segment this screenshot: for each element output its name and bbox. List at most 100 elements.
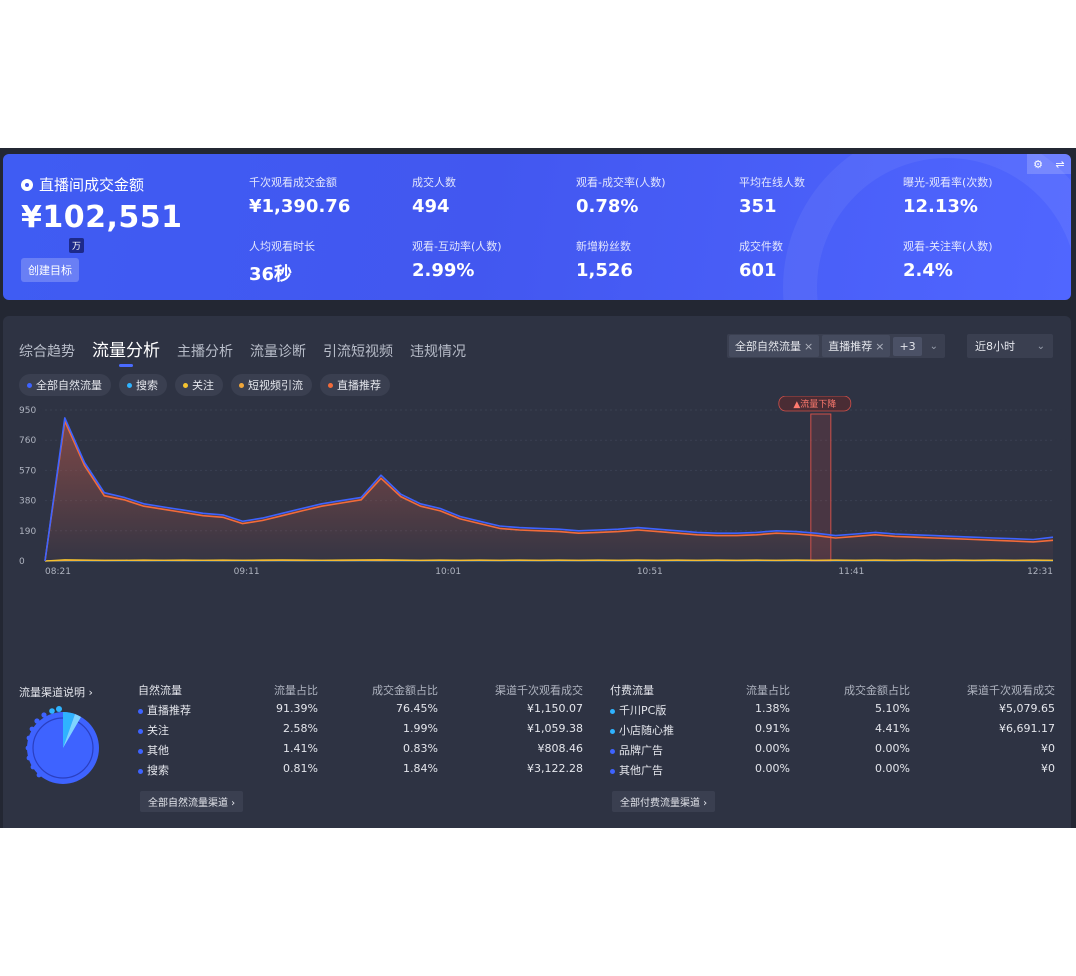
table-cell: 0.00%	[755, 742, 790, 755]
tab-4[interactable]: 引流短视频	[323, 344, 393, 360]
table-cell: 4.41%	[875, 722, 910, 735]
tab-3[interactable]: 流量诊断	[250, 344, 306, 360]
paid-traffic-table: 付费流量 流量占比 成交金额占比 渠道千次观看成交 千川PC版 1.38% 5.10% ¥5,…	[610, 682, 1055, 782]
legend-dot	[127, 382, 132, 388]
time-range-select[interactable]: 近8小时 ⌄	[967, 334, 1053, 358]
legend-item[interactable]: 全部自然流量	[19, 374, 111, 396]
metric-value: 2.99%	[412, 260, 475, 281]
tab-5[interactable]: 违规情况	[410, 344, 466, 360]
table-cell: 搜索	[138, 762, 169, 778]
table-cell: 91.39%	[276, 702, 318, 715]
row-dot	[610, 708, 615, 714]
column-header: 渠道千次观看成交	[495, 684, 583, 697]
metric-label: 人均观看时长	[249, 240, 315, 253]
tab-2[interactable]: 主播分析	[177, 344, 233, 360]
table-cell: 0.00%	[755, 762, 790, 775]
filter-chip-recommend[interactable]: 直播推荐 ×	[822, 335, 891, 357]
metric-label: 成交人数	[412, 176, 456, 189]
table-cell: 0.81%	[283, 762, 318, 775]
traffic-panel: 综合趋势 流量分析 主播分析 流量诊断 引流短视频 违规情况 全部自然流量 × 直播推荐 × …	[3, 316, 1071, 828]
metric-label: 曝光-观看率(次数)	[903, 176, 993, 189]
close-icon[interactable]: ×	[875, 340, 885, 353]
filter-more-count[interactable]: +3	[893, 336, 922, 356]
column-header: 成交金额占比	[372, 684, 438, 697]
tab-1[interactable]: 流量分析	[92, 336, 160, 367]
live-dashboard: 直播间成交金额 ¥102,551 万 创建目标 千次观看成交金额 ¥1,390.7…	[0, 148, 1076, 828]
natural-traffic-table: 自然流量 流量占比 成交金额占比 渠道千次观看成交 直播推荐 91.39% 76.45% ¥1…	[138, 682, 583, 782]
legend-label: 短视频引流	[248, 379, 303, 392]
table-cell: ¥1,150.07	[527, 702, 583, 715]
x-tick-label: 12:31	[1027, 567, 1053, 577]
gear-icon[interactable]: ⚙	[1027, 154, 1049, 174]
location-dot-icon	[21, 178, 33, 191]
metric-label: 观看-关注率(人数)	[903, 240, 993, 253]
table-row[interactable]: 千川PC版 1.38% 5.10% ¥5,079.65	[610, 702, 1055, 722]
metric-value: 351	[739, 196, 777, 217]
table-cell: 品牌广告	[610, 742, 663, 758]
metric-value: 0.78%	[576, 196, 639, 217]
tab-0[interactable]: 综合趋势	[19, 344, 75, 360]
x-tick-label: 10:51	[637, 567, 663, 577]
y-tick-label: 190	[19, 527, 36, 537]
legend-label: 搜索	[136, 379, 158, 392]
all-natural-channels-button[interactable]: 全部自然流量渠道 ›	[140, 791, 244, 812]
table-row[interactable]: 搜索 0.81% 1.84% ¥3,122.28	[138, 762, 583, 782]
legend-item[interactable]: 直播推荐	[320, 374, 390, 396]
time-range-value: 近8小时	[975, 340, 1015, 353]
legend-item[interactable]: 短视频引流	[231, 374, 312, 396]
swap-icon[interactable]: ⇌	[1049, 154, 1071, 174]
legend-dot	[328, 382, 333, 388]
series-line-1[interactable]	[44, 420, 1054, 562]
metric-value: 36秒	[249, 264, 293, 285]
table-row[interactable]: 其他 1.41% 0.83% ¥808.46	[138, 742, 583, 762]
series-line-2[interactable]	[44, 559, 1054, 562]
row-dot	[138, 728, 143, 734]
table-row[interactable]: 小店随心推 0.91% 4.41% ¥6,691.17	[610, 722, 1055, 742]
close-icon[interactable]: ×	[804, 340, 814, 353]
table-row[interactable]: 关注 2.58% 1.99% ¥1,059.38	[138, 722, 583, 742]
table-cell: 关注	[138, 722, 169, 738]
metric-card: 成交件数 601	[739, 238, 783, 281]
column-header: 付费流量	[610, 684, 654, 697]
table-row[interactable]: 其他广告 0.00% 0.00% ¥0	[610, 762, 1055, 782]
row-dot	[138, 708, 143, 714]
chart-legend: 全部自然流量 搜索 关注 短视频引流 直播推荐	[19, 374, 390, 396]
table-row[interactable]: 品牌广告 0.00% 0.00% ¥0	[610, 742, 1055, 762]
create-goal-button[interactable]: 创建目标	[21, 258, 79, 282]
metric-label: 成交件数	[739, 240, 783, 253]
channel-filter[interactable]: 全部自然流量 × 直播推荐 × +3 ⌄	[727, 334, 946, 358]
gmv-unit-badge[interactable]: 万	[69, 238, 85, 253]
table-cell: ¥0	[1041, 742, 1055, 755]
filter-chip-natural[interactable]: 全部自然流量 ×	[729, 335, 820, 357]
chevron-down-icon[interactable]: ⌄	[929, 340, 939, 352]
metric-card: 千次观看成交金额 ¥1,390.76	[249, 174, 350, 217]
metric-value: 1,526	[576, 260, 633, 281]
channel-explain-link[interactable]: 流量渠道说明 ›	[19, 686, 93, 699]
table-cell: 1.38%	[755, 702, 790, 715]
metric-card: 观看-互动率(人数) 2.99%	[412, 238, 502, 281]
legend-item[interactable]: 关注	[175, 374, 223, 396]
metric-card: 新增粉丝数 1,526	[576, 238, 633, 281]
all-paid-channels-button[interactable]: 全部付费流量渠道 ›	[612, 791, 716, 812]
metric-label: 新增粉丝数	[576, 240, 631, 253]
traffic-donut-chart	[25, 706, 99, 784]
series-area	[45, 417, 1053, 561]
column-header: 渠道千次观看成交	[967, 684, 1055, 697]
table-cell: 直播推荐	[138, 702, 191, 718]
row-dot	[610, 768, 615, 774]
table-header: 自然流量 流量占比 成交金额占比 渠道千次观看成交	[138, 682, 583, 702]
metric-card: 观看-成交率(人数) 0.78%	[576, 174, 666, 217]
table-cell: 0.83%	[403, 742, 438, 755]
table-row[interactable]: 直播推荐 91.39% 76.45% ¥1,150.07	[138, 702, 583, 722]
legend-item[interactable]: 搜索	[119, 374, 167, 396]
table-cell: 76.45%	[396, 702, 438, 715]
table-cell: ¥1,059.38	[527, 722, 583, 735]
table-cell: ¥0	[1041, 762, 1055, 775]
legend-label: 直播推荐	[337, 379, 381, 392]
y-tick-label: 760	[19, 436, 36, 446]
annotation-tag[interactable]	[778, 396, 852, 412]
series-line-0[interactable]	[44, 417, 1054, 562]
banner-tools: ⚙ ⇌	[1027, 154, 1071, 174]
table-cell: ¥5,079.65	[999, 702, 1055, 715]
y-tick-label: 950	[19, 406, 36, 416]
